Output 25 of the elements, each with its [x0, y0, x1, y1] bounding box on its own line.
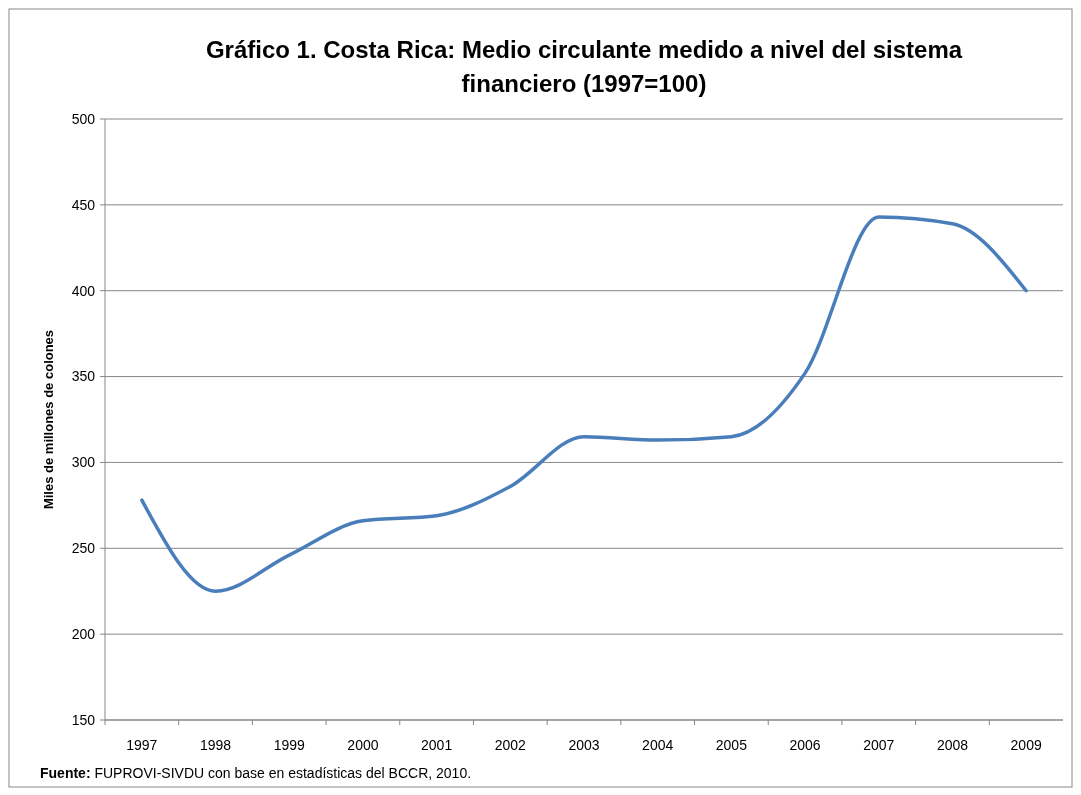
x-tick-label: 2009 — [1010, 737, 1042, 753]
y-tick-label: 400 — [71, 282, 96, 299]
x-tick-label: 2008 — [936, 737, 969, 753]
x-tick-label: 2007 — [863, 737, 895, 753]
x-tick-label: 1997 — [126, 737, 158, 753]
x-tick-label: 2004 — [642, 737, 674, 753]
y-tick-label: 300 — [71, 454, 96, 471]
y-tick-label: 150 — [71, 711, 96, 728]
x-tick-label: 1999 — [273, 737, 306, 753]
y-tick-label: 250 — [71, 540, 96, 557]
source-note: Fuente: FUPROVI-SIVDU con base en estadísticas del BCCR, 2010. — [40, 765, 472, 781]
chart-title: Gráfico 1. Costa Rica: Medio circulante medido a nivel del sistema financiero (1997=100) — [205, 36, 963, 97]
x-tick-label: 1998 — [199, 737, 232, 753]
x-tick-label: 2005 — [715, 737, 748, 753]
x-tick-label: 2003 — [568, 737, 600, 753]
y-tick-label: 450 — [71, 196, 96, 213]
x-tick-label: 2000 — [347, 737, 379, 753]
y-tick-label: 500 — [71, 110, 96, 127]
y-tick-label: 200 — [71, 626, 96, 643]
x-tick-label: 2002 — [494, 737, 527, 753]
x-tick-label: 2006 — [789, 737, 821, 753]
y-tick-label: 350 — [71, 368, 96, 385]
line-series — [140, 215, 1028, 593]
y-axis-title: Miles de millones de colones — [41, 329, 56, 510]
x-tick-label: 2001 — [421, 737, 453, 753]
